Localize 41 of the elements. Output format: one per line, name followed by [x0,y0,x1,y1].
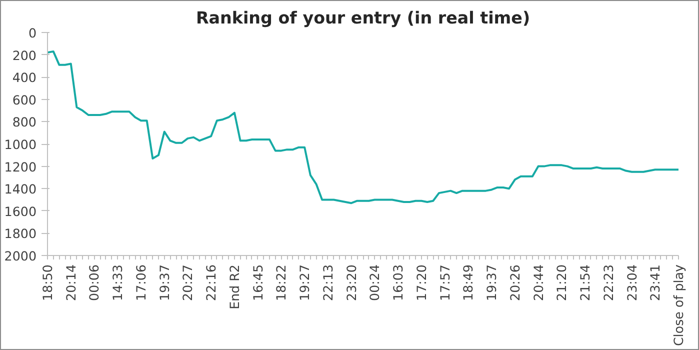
x-tick-label: 21:20 [554,264,570,301]
x-tick-label: 19:27 [297,264,312,301]
x-tick-label: 21:54 [578,264,593,301]
y-tick-label: 1800 [4,226,37,242]
x-tick-label: 18:50 [40,264,55,301]
x-tick-label: 20:14 [63,264,78,301]
x-tick-label: 17:06 [133,264,148,301]
y-tick-label: 200 [12,48,37,63]
y-tick-label: 1200 [4,159,37,174]
x-tick-label: 20:26 [507,264,522,301]
x-tick-label: 20:27 [180,264,196,301]
chart-title: Ranking of your entry (in real time) [196,8,530,28]
x-tick-label: 00:24 [367,264,382,301]
x-tick-label: 14:33 [110,264,126,301]
x-tick-label: 17:57 [437,264,452,301]
x-tick-label: 18:22 [274,264,289,301]
x-tick-label: 23:41 [648,264,663,301]
x-tick-label: 20:44 [530,264,546,301]
y-tick-label: 1400 [4,182,37,197]
x-tick-label: 19:37 [484,264,500,301]
x-tick-label: 22:23 [600,264,616,301]
x-tick-label: 17:20 [414,264,429,301]
y-tick-label: 2000 [4,248,37,264]
x-tick-label: End R2 [226,264,242,310]
x-tick-label: 19:37 [156,264,172,301]
y-tick-label: 400 [12,70,37,86]
line-series [48,50,678,204]
x-tick-label: 23:04 [624,264,640,301]
y-tick-label: 1600 [4,204,37,219]
x-tick-label: 16:03 [390,264,406,301]
x-tick-label: 22:16 [204,264,219,301]
x-tick-label: 16:45 [250,264,266,301]
x-tick-label: 23:20 [344,264,359,301]
y-tick-label: 600 [12,92,37,108]
x-tick-label: 18:49 [460,264,476,301]
y-tick-label: 800 [12,114,37,130]
y-tick-label: 1000 [4,137,37,152]
y-tick-label: 0 [28,26,37,40]
x-tick-label: Close of play [671,264,686,346]
x-tick-label: 00:06 [86,264,102,301]
x-tick-label: 22:13 [320,264,336,301]
